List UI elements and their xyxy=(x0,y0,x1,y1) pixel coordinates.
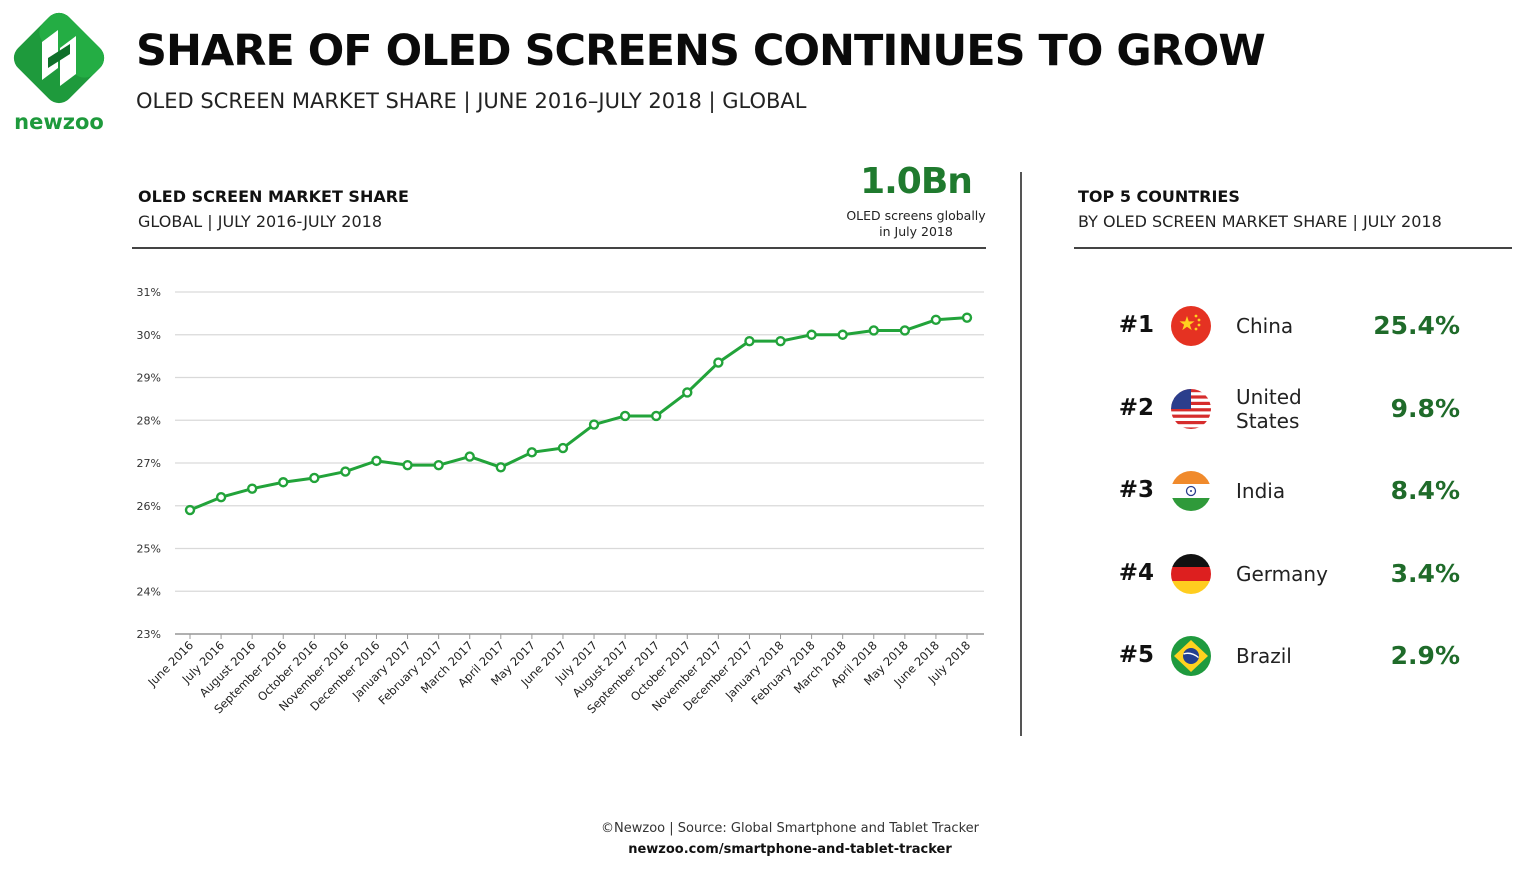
data-point xyxy=(184,504,196,516)
countries-panel-subtitle: BY OLED SCREEN MARKET SHARE | JULY 2018 xyxy=(1078,212,1442,231)
footer-url-link[interactable]: newzoo.com/smartphone-and-tablet-tracker xyxy=(628,842,952,857)
data-point xyxy=(775,335,786,347)
country-row-4: #4 Germany 3.4% xyxy=(1090,546,1490,602)
country-name: India xyxy=(1236,479,1286,503)
country-share: 8.4% xyxy=(1390,476,1460,505)
y-tick-label: 27% xyxy=(137,457,161,470)
chart-panel-title: OLED SCREEN MARKET SHARE xyxy=(138,187,409,206)
data-point xyxy=(588,419,600,430)
country-rank: #2 xyxy=(1118,395,1154,421)
country-name: China xyxy=(1236,314,1294,338)
data-point xyxy=(557,442,569,454)
country-name: Germany xyxy=(1236,562,1328,586)
brazil-flag-icon xyxy=(1171,636,1211,676)
data-point xyxy=(464,451,475,462)
country-rank: #4 xyxy=(1118,560,1154,586)
india-flag-icon xyxy=(1171,471,1211,511)
data-point xyxy=(309,472,320,484)
newzoo-logo xyxy=(13,12,105,104)
page-title: SHARE OF OLED SCREENS CONTINUES TO GROW xyxy=(136,26,1266,76)
data-point xyxy=(402,459,413,471)
country-share: 2.9% xyxy=(1390,641,1460,670)
country-name: United States xyxy=(1236,385,1356,433)
usa-flag-icon xyxy=(1171,389,1211,429)
data-point xyxy=(899,325,911,336)
data-point xyxy=(868,325,879,336)
country-name-line-2: States xyxy=(1236,409,1300,433)
china-flag-icon xyxy=(1171,306,1211,346)
data-point xyxy=(682,387,693,398)
footer-source: ©Newzoo | Source: Global Smartphone and … xyxy=(601,821,979,836)
y-tick-label: 25% xyxy=(137,543,161,556)
y-tick-label: 29% xyxy=(137,372,161,385)
data-point xyxy=(215,491,227,503)
page-subtitle: OLED SCREEN MARKET SHARE | JUNE 2016–JUL… xyxy=(136,89,807,113)
stat-caption-line-2: in July 2018 xyxy=(879,224,953,239)
panel-divider xyxy=(1020,172,1022,736)
data-point xyxy=(651,410,662,422)
chart-header-rule xyxy=(132,247,986,249)
data-point xyxy=(961,312,973,323)
headline-stat-value: 1.0Bn xyxy=(860,161,973,202)
brand-name: newzoo xyxy=(14,110,104,134)
data-point xyxy=(495,462,506,473)
data-point xyxy=(278,477,289,488)
y-tick-label: 23% xyxy=(137,628,161,641)
data-point xyxy=(371,455,382,467)
data-point xyxy=(806,329,817,340)
country-share: 3.4% xyxy=(1390,559,1460,588)
data-point xyxy=(713,357,724,368)
data-point xyxy=(246,483,258,494)
country-share: 25.4% xyxy=(1373,311,1460,340)
country-rank: #1 xyxy=(1118,312,1154,338)
germany-flag-icon xyxy=(1171,554,1211,594)
country-share: 9.8% xyxy=(1390,394,1460,423)
country-row-5: #5 Brazil 2.9% xyxy=(1090,628,1490,684)
market-share-line-chart: 23%24%25%26%27%28%29%30%31%June 2016July… xyxy=(137,286,984,716)
country-name-line-1: United xyxy=(1236,385,1302,409)
country-rank: #5 xyxy=(1118,642,1154,668)
country-row-1: #1 China 25.4% xyxy=(1090,298,1490,354)
country-row-2: #2 United States 9.8% xyxy=(1090,381,1490,437)
headline-stat-caption: OLED screens globally in July 2018 xyxy=(830,208,1002,240)
chart-panel-subtitle: GLOBAL | JULY 2016-JULY 2018 xyxy=(138,212,382,231)
data-point xyxy=(744,335,755,347)
country-name: Brazil xyxy=(1236,644,1292,668)
data-point xyxy=(619,410,631,422)
stat-caption-line-1: OLED screens globally xyxy=(846,208,986,223)
data-point xyxy=(340,466,351,477)
y-tick-label: 30% xyxy=(137,329,161,342)
y-tick-label: 31% xyxy=(137,286,161,299)
data-point xyxy=(433,459,444,471)
data-point xyxy=(837,329,848,340)
data-point xyxy=(526,447,538,458)
series-line xyxy=(189,316,968,512)
countries-header-rule xyxy=(1074,247,1512,249)
data-point xyxy=(930,314,942,325)
y-tick-label: 24% xyxy=(137,585,161,598)
y-tick-label: 28% xyxy=(137,414,161,427)
country-rank: #3 xyxy=(1118,477,1154,503)
country-row-3: #3 India 8.4% xyxy=(1090,463,1490,519)
countries-panel-title: TOP 5 COUNTRIES xyxy=(1078,187,1240,206)
y-tick-label: 26% xyxy=(137,500,161,513)
